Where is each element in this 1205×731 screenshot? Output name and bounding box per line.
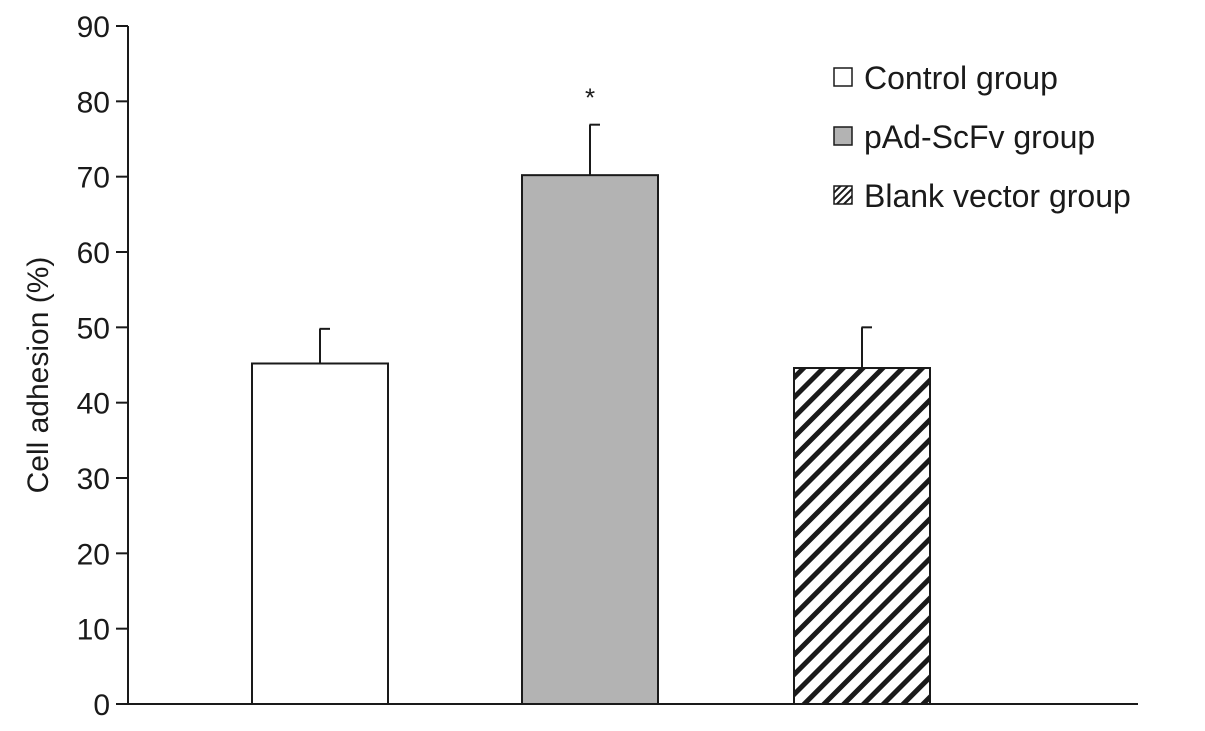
legend-swatch-3 <box>833 185 853 205</box>
legend-label-2: pAd-ScFv group <box>864 119 1095 155</box>
y-tick-label: 60 <box>77 237 110 270</box>
bar-2 <box>521 174 659 706</box>
y-axis-title: Cell adhesion (%) <box>22 257 55 494</box>
bar-3 <box>793 367 931 705</box>
y-tick-label: 20 <box>77 538 110 571</box>
legend-label-3: Blank vector group <box>864 178 1131 214</box>
y-tick-label: 90 <box>77 11 110 44</box>
y-tick-label: 40 <box>77 388 110 421</box>
y-tick-label: 80 <box>77 86 110 119</box>
legend-swatch-2 <box>833 126 853 146</box>
legend-swatch-1 <box>833 67 853 87</box>
y-tick-label: 30 <box>77 463 110 496</box>
y-tick-label: 0 <box>93 689 110 722</box>
y-tick-label: 10 <box>77 614 110 647</box>
legend-label-1: Control group <box>864 60 1058 96</box>
y-tick-label: 70 <box>77 162 110 195</box>
significance-marker: * <box>585 83 595 113</box>
y-tick-label: 50 <box>77 312 110 345</box>
bar-1 <box>251 362 389 705</box>
